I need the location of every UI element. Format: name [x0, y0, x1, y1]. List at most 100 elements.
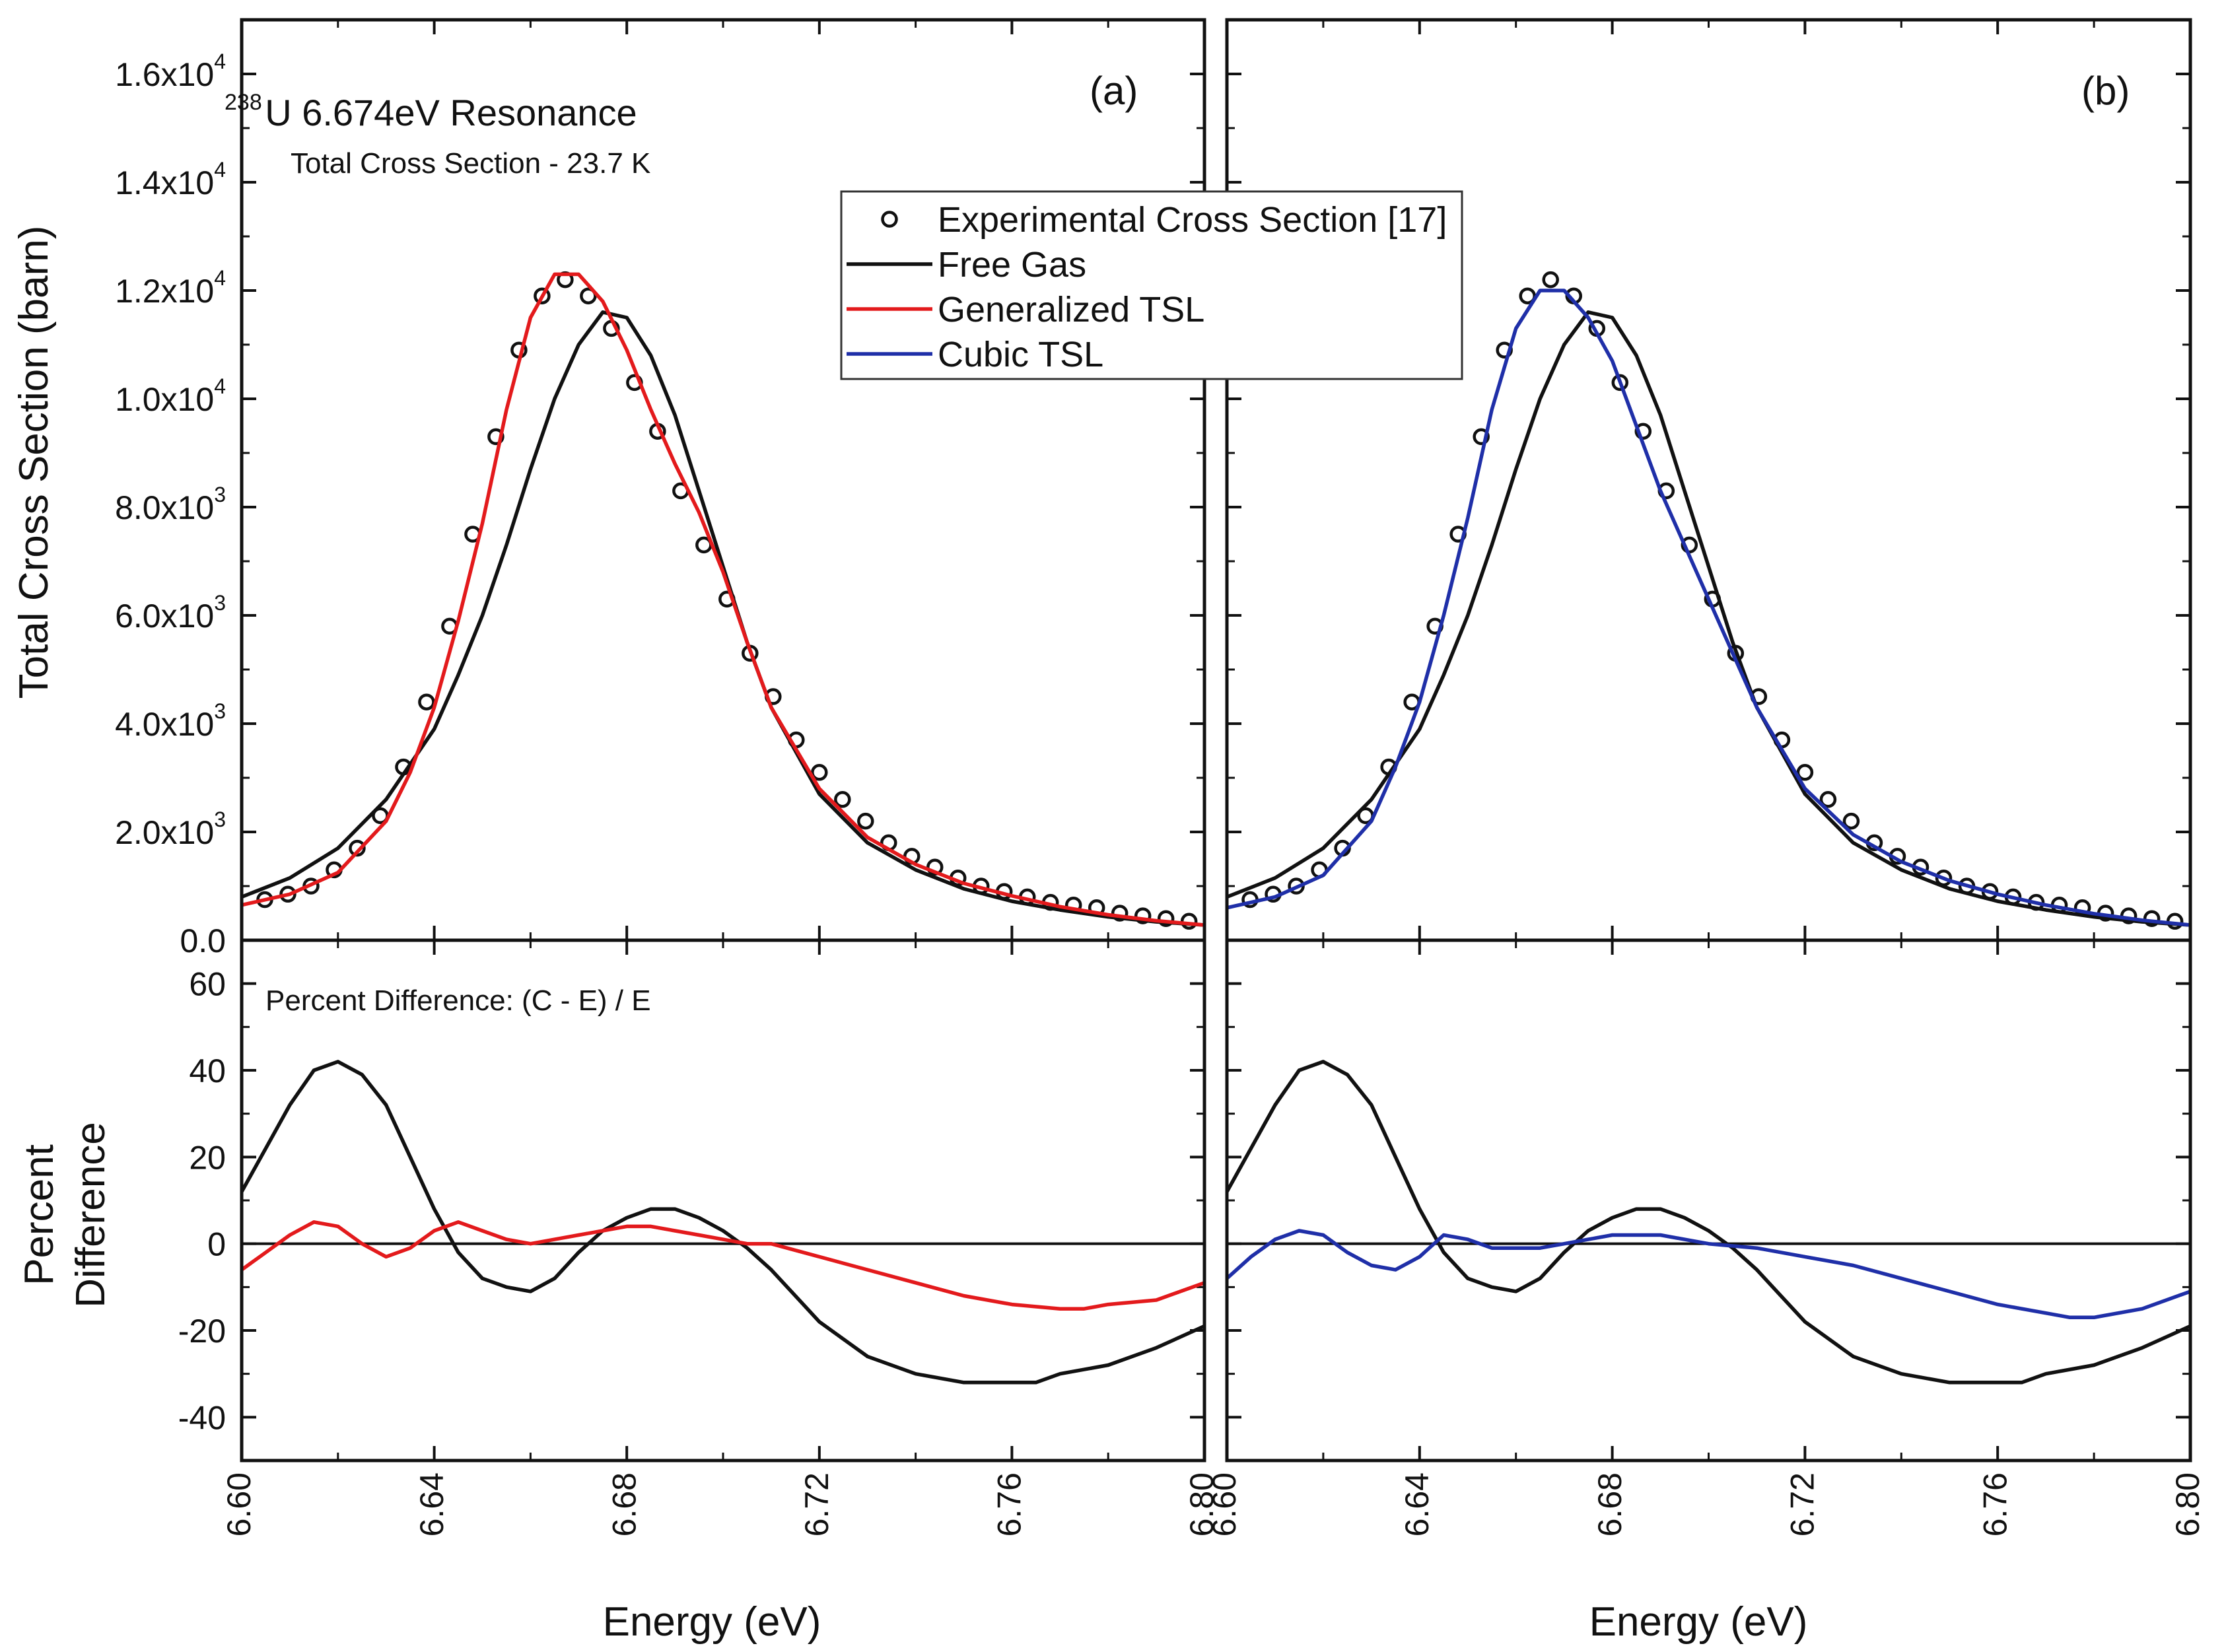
- series-line-cubic-tsl: [1227, 1229, 2190, 1320]
- data-point-experimental-cross-section-17: [1157, 910, 1175, 927]
- plot-frame-a-percent-difference: [240, 938, 1206, 1463]
- data-point-experimental-cross-section-17: [811, 764, 828, 781]
- y-tick-label-base: 1.6x10: [115, 56, 214, 93]
- panel-label-a: (a): [1090, 69, 1138, 113]
- data-point-experimental-cross-section-17: [834, 791, 851, 808]
- legend-label-cubic-tsl: Cubic TSL: [938, 335, 1103, 374]
- y-axis-title-cross-section: Total Cross Section (barn): [11, 226, 57, 699]
- data-point-experimental-cross-section-17: [279, 885, 296, 903]
- plot-frame-b-percent-difference: [1225, 938, 2192, 1463]
- y-tick-label-base: 4.0x10: [115, 706, 214, 743]
- x-tick-label-a-percent-difference: 6.80: [1183, 1472, 1220, 1536]
- panel-label-b: (b): [2081, 69, 2130, 113]
- y-tick-label-exponent: 4: [214, 50, 226, 73]
- legend: Experimental Cross Section [17] Free Gas G…: [840, 190, 1463, 380]
- data-point-experimental-cross-section-17: [2143, 910, 2161, 927]
- x-tick-label-a-percent-difference: 6.72: [798, 1472, 835, 1536]
- y-tick-label-a-percent-difference: 0: [207, 1226, 226, 1263]
- resonance-annotation: 238 U 6.674eV Resonance: [225, 90, 637, 133]
- y-tick-label-base: 1.4x10: [115, 164, 214, 201]
- y-tick-label-a-cross-section: 1.2x104: [115, 266, 226, 310]
- panel-b-percent-difference: 6.60 6.64 6.68 6.72 6.76 6.80: [1206, 938, 2206, 1536]
- y-tick-label-a-cross-section: 1.0x104: [115, 374, 226, 418]
- data-point-experimental-cross-section-17: [1796, 764, 1814, 781]
- data-point-experimental-cross-section-17: [1611, 374, 1629, 392]
- x-axis-title-a: Energy (eV): [603, 1599, 821, 1645]
- data-point-experimental-cross-section-17: [418, 693, 435, 710]
- series-group-a-cross-section: [242, 271, 1204, 930]
- y-tick-label-base: 1.2x10: [115, 273, 214, 310]
- y-tick-label-a-cross-section: 2.0x103: [115, 808, 226, 851]
- panel-b-cross-section: [1225, 18, 2192, 942]
- y-tick-label-exponent: 3: [214, 699, 226, 723]
- series-line-free-gas: [242, 310, 1204, 927]
- series-line-cubic-tsl: [1227, 289, 2190, 927]
- y-tick-label-a-percent-difference: 60: [189, 966, 226, 1003]
- x-tick-label-b-percent-difference: 6.68: [1591, 1472, 1628, 1536]
- resonance-subtitle: Total Cross Section - 23.7 K: [291, 147, 650, 180]
- y-tick-label-exponent: 4: [214, 266, 226, 290]
- x-tick-label-b-percent-difference: 6.76: [1976, 1472, 2013, 1536]
- y-tick-label-a-cross-section: 1.4x104: [115, 158, 226, 201]
- series-line-generalized-tsl: [242, 272, 1204, 927]
- data-point-experimental-cross-section-17: [1519, 287, 1536, 304]
- x-tick-label-b-percent-difference: 6.80: [2169, 1472, 2206, 1536]
- x-tick-label-a-percent-difference: 6.76: [991, 1472, 1028, 1536]
- y-tick-label-a-cross-section: 1.6x104: [115, 50, 226, 93]
- y-axis-title-percent-difference-line2: Difference: [68, 1122, 114, 1307]
- y-tick-label-base: 8.0x10: [115, 489, 214, 526]
- x-tick-label-b-percent-difference: 6.72: [1784, 1472, 1821, 1536]
- data-point-experimental-cross-section-17: [926, 858, 944, 876]
- panel-a-percent-difference: 6.60 6.64 6.68 6.72 6.76 6.80 -40 -20 0 20 40 60: [178, 938, 1220, 1536]
- series-group-a-percent-difference: [242, 1060, 1204, 1385]
- y-tick-label-exponent: 3: [214, 591, 226, 615]
- y-tick-label-a-cross-section: 6.0x103: [115, 591, 226, 635]
- y-tick-label-exponent: 4: [214, 374, 226, 398]
- x-axis-title-b: Energy (eV): [1589, 1599, 1808, 1645]
- plot-frame-b-cross-section: [1225, 18, 2192, 942]
- y-tick-label-a-cross-section: 0.0: [180, 922, 226, 959]
- legend-label-free-gas: Free Gas: [938, 245, 1086, 285]
- data-point-experimental-cross-section-17: [1134, 907, 1152, 924]
- data-point-experimental-cross-section-17: [1111, 905, 1129, 922]
- data-point-experimental-cross-section-17: [580, 287, 597, 304]
- y-tick-label-a-percent-difference: -40: [178, 1399, 226, 1436]
- data-point-experimental-cross-section-17: [1542, 271, 1559, 289]
- resonance-title: U 6.674eV Resonance: [265, 92, 637, 133]
- legend-marker-experimental-cross-section-17: [881, 211, 898, 228]
- data-point-experimental-cross-section-17: [1819, 791, 1837, 808]
- legend-label-generalized-tsl: Generalized TSL: [938, 290, 1204, 329]
- series-line-free-gas: [242, 1060, 1204, 1385]
- y-tick-label-a-percent-difference: 40: [189, 1052, 226, 1089]
- data-point-experimental-cross-section-17: [1634, 423, 1652, 440]
- x-tick-label-a-percent-difference: 6.64: [413, 1472, 450, 1536]
- y-tick-label-a-percent-difference: -20: [178, 1313, 226, 1350]
- legend-label-experimental-cross-section-17: Experimental Cross Section [17]: [938, 200, 1447, 240]
- data-point-experimental-cross-section-17: [487, 428, 504, 446]
- series-line-free-gas: [1227, 310, 2190, 927]
- y-tick-label-base: 2.0x10: [115, 814, 214, 851]
- data-point-experimental-cross-section-17: [857, 812, 874, 830]
- series-group-b-cross-section: [1227, 271, 2190, 930]
- data-point-experimental-cross-section-17: [534, 287, 551, 304]
- y-axis-title-percent-difference-line1: Percent: [17, 1144, 62, 1286]
- data-point-experimental-cross-section-17: [1473, 428, 1490, 446]
- y-tick-label-a-percent-difference: 20: [189, 1139, 226, 1176]
- isotope-mass-number: 238: [225, 90, 262, 115]
- y-tick-label-base: 0.0: [180, 922, 226, 959]
- x-tick-label-b-percent-difference: 6.64: [1399, 1472, 1436, 1536]
- y-tick-label-base: 6.0x10: [115, 598, 214, 635]
- panel-a-cross-section: 0.02.0x1034.0x1036.0x1038.0x1031.0x1041.…: [115, 18, 1206, 959]
- y-tick-label-a-cross-section: 8.0x103: [115, 483, 226, 526]
- y-tick-label-exponent: 3: [214, 483, 226, 506]
- y-tick-label-base: 1.0x10: [115, 381, 214, 418]
- y-tick-label-exponent: 4: [214, 158, 226, 182]
- percent-difference-annotation: Percent Difference: (C - E) / E: [265, 984, 651, 1017]
- y-tick-label-a-cross-section: 4.0x103: [115, 699, 226, 743]
- series-line-free-gas: [1227, 1060, 2190, 1385]
- x-tick-label-a-percent-difference: 6.68: [606, 1472, 643, 1536]
- data-point-experimental-cross-section-17: [349, 839, 366, 857]
- series-group-b-percent-difference: [1227, 1060, 2190, 1385]
- series-line-generalized-tsl: [242, 1220, 1204, 1311]
